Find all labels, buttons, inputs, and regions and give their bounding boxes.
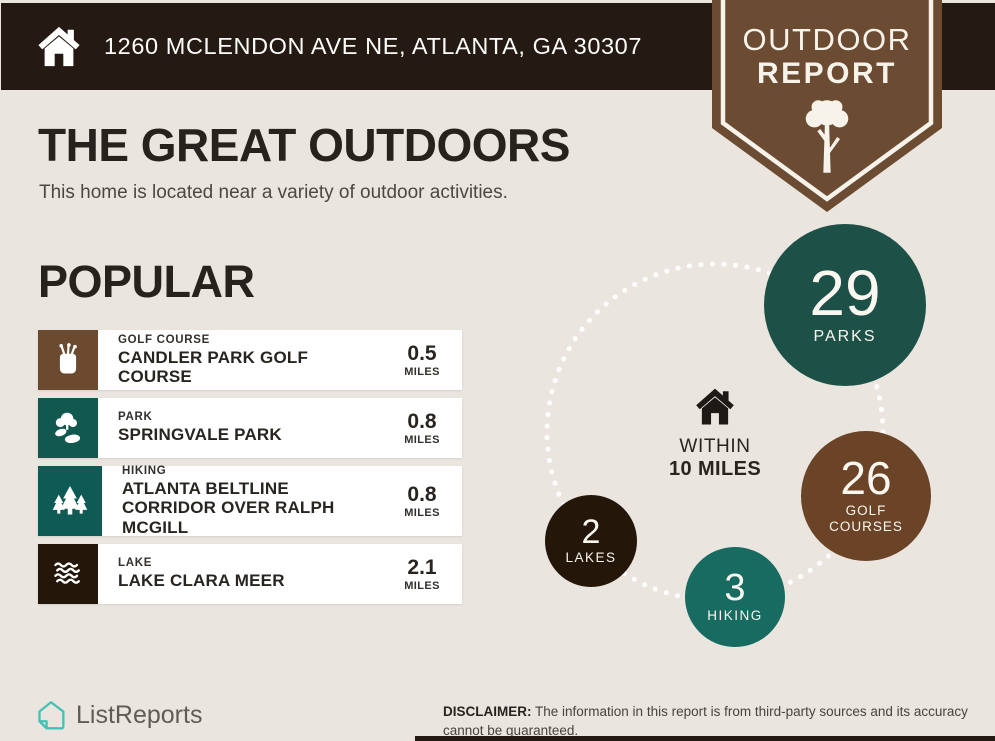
item-name: LAKE CLARA MEER: [118, 571, 285, 591]
item-category: PARK: [118, 411, 153, 424]
stat-circle-golf-courses: 26 GOLF COURSES: [801, 431, 931, 561]
ring-center-home: WITHIN 10 MILES: [635, 386, 795, 481]
listreports-logo-icon: [38, 701, 65, 730]
pine-trees-icon: [38, 466, 102, 536]
list-item-golf-course: GOLF COURSE CANDLER PARK GOLF COURSE 0.5…: [38, 330, 462, 390]
item-distance-unit: MILES: [404, 506, 440, 519]
outdoor-report-badge: OUTDOOR REPORT: [712, 0, 942, 214]
park-tree-icon: [38, 398, 98, 458]
disclaimer-label: DISCLAIMER:: [443, 704, 532, 719]
item-distance: 0.5: [407, 341, 437, 365]
disclaimer: DISCLAIMER: The information in this repo…: [443, 703, 991, 741]
hiking-count: 3: [724, 566, 746, 609]
list-item-hiking: HIKING ATLANTA BELTLINE CORRIDOR OVER RA…: [38, 464, 462, 537]
disclaimer-text: The information in this report is from t…: [443, 704, 968, 738]
item-category: HIKING: [122, 464, 167, 477]
listreports-brand: ListReports: [36, 699, 202, 732]
stat-circle-hiking: 3 HIKING: [685, 547, 785, 647]
item-name: SPRINGVALE PARK: [118, 425, 282, 445]
item-distance-unit: MILES: [404, 365, 440, 378]
tree-icon: [805, 100, 849, 173]
item-distance: 0.8: [407, 482, 437, 506]
item-distance: 0.8: [407, 409, 437, 433]
item-name: ATLANTA BELTLINE CORRIDOR OVER RALPH MCG…: [122, 478, 335, 537]
badge-title-line2: REPORT: [756, 57, 897, 90]
property-address: 1260 MCLENDON AVE NE, ATLANTA, GA 30307: [104, 33, 643, 59]
bottom-cropped-bar: [415, 736, 995, 741]
golf-courses-label: GOLF COURSES: [829, 503, 903, 535]
parks-label: PARKS: [813, 327, 877, 345]
item-category: LAKE: [118, 557, 153, 570]
list-item-park: PARK SPRINGVALE PARK 0.8 MILES: [38, 398, 462, 458]
page-title: THE GREAT OUTDOORS: [38, 119, 570, 171]
home-icon: [696, 388, 734, 425]
lakes-label: LAKES: [565, 550, 617, 566]
home-icon: [38, 26, 80, 66]
lakes-count: 2: [581, 512, 601, 551]
hiking-label: HIKING: [707, 608, 763, 624]
waves-icon: [38, 544, 98, 604]
golf-courses-count: 26: [840, 451, 892, 504]
list-item-lake: LAKE LAKE CLARA MEER 2.1 MILES: [38, 544, 462, 604]
parks-count: 29: [809, 257, 881, 330]
page-subtitle: This home is located near a variety of o…: [39, 182, 508, 203]
within-label-line1: WITHIN: [679, 436, 751, 457]
within-label-line2: 10 MILES: [668, 458, 762, 480]
item-name: CANDLER PARK GOLF COURSE: [118, 347, 309, 386]
badge-title-line1: OUTDOOR: [742, 22, 912, 57]
item-distance-unit: MILES: [404, 579, 440, 592]
popular-heading: POPULAR: [38, 256, 255, 307]
item-category: GOLF COURSE: [118, 333, 211, 346]
stat-circle-parks: 29 PARKS: [764, 224, 926, 386]
stat-circle-lakes: 2 LAKES: [545, 495, 637, 587]
golf-bag-icon: [38, 330, 98, 390]
item-distance-unit: MILES: [404, 433, 440, 446]
item-distance: 2.1: [407, 555, 437, 579]
brand-name: ListReports: [76, 701, 203, 729]
